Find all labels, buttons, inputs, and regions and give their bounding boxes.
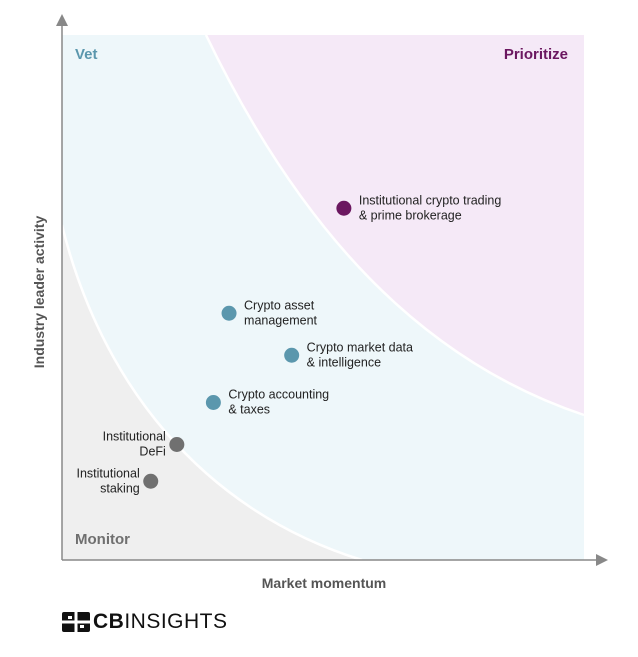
data-point-label-line: DeFi	[139, 445, 165, 459]
data-point-label: Crypto accounting & taxes	[228, 388, 329, 417]
data-point-label: Institutional staking	[77, 466, 140, 495]
data-point-group: Institutional crypto trading & prime brok…	[336, 193, 501, 222]
cb-insights-logo-mark-icon	[62, 612, 90, 632]
data-point-label-line: management	[244, 313, 317, 327]
data-point-label-line: Crypto accounting	[228, 388, 329, 402]
data-point-label: Crypto market data & intelligence	[307, 340, 413, 369]
data-point-label-line: Institutional	[103, 430, 166, 444]
data-point-group: Crypto market data & intelligence	[284, 340, 413, 369]
zone-boundary-upper	[204, 34, 585, 417]
zone-monitor	[62, 225, 362, 560]
data-point-group: Crypto accounting & taxes	[205, 388, 329, 417]
data-point[interactable]	[221, 305, 237, 321]
zone-prioritize	[206, 35, 584, 415]
logo-bold-text: CB	[93, 610, 125, 633]
zone-label-vet: Vet	[75, 46, 98, 63]
data-point-group: Institutional staking	[77, 466, 159, 495]
logo-rest-text: INSIGHTS	[124, 610, 228, 633]
cb-insights-logo: CBINSIGHTS	[62, 610, 228, 633]
data-point-label-line: Institutional	[77, 466, 140, 480]
data-point-group: Crypto asset management	[221, 298, 318, 327]
zone-label-monitor: Monitor	[75, 531, 130, 548]
data-point[interactable]	[205, 395, 221, 410]
data-point-label-line: & prime brokerage	[359, 208, 462, 222]
data-point-label-line: Crypto market data	[307, 340, 413, 354]
data-point-label-line: & taxes	[228, 403, 270, 417]
data-point-label-line: Institutional crypto trading	[359, 193, 501, 207]
zone-boundary-lower	[60, 224, 363, 562]
data-point-label: Institutional crypto trading & prime brok…	[359, 193, 501, 222]
data-point[interactable]	[284, 347, 300, 363]
x-axis-title: Market momentum	[262, 575, 386, 591]
data-point-label-line: staking	[100, 481, 140, 495]
data-point-label: Crypto asset management	[244, 298, 317, 327]
y-axis-title: Industry leader activity	[31, 216, 47, 369]
data-point-group: Institutional DeFi	[103, 430, 185, 459]
zone-label-prioritize: Prioritize	[504, 46, 568, 63]
data-point-label-line: & intelligence	[307, 355, 381, 369]
data-point-label: Institutional DeFi	[103, 430, 166, 459]
data-point[interactable]	[169, 437, 185, 452]
data-point[interactable]	[143, 473, 159, 489]
cb-insights-logo-text: CBINSIGHTS	[93, 610, 228, 633]
data-point[interactable]	[336, 200, 352, 216]
data-point-label-line: Crypto asset	[244, 298, 315, 312]
